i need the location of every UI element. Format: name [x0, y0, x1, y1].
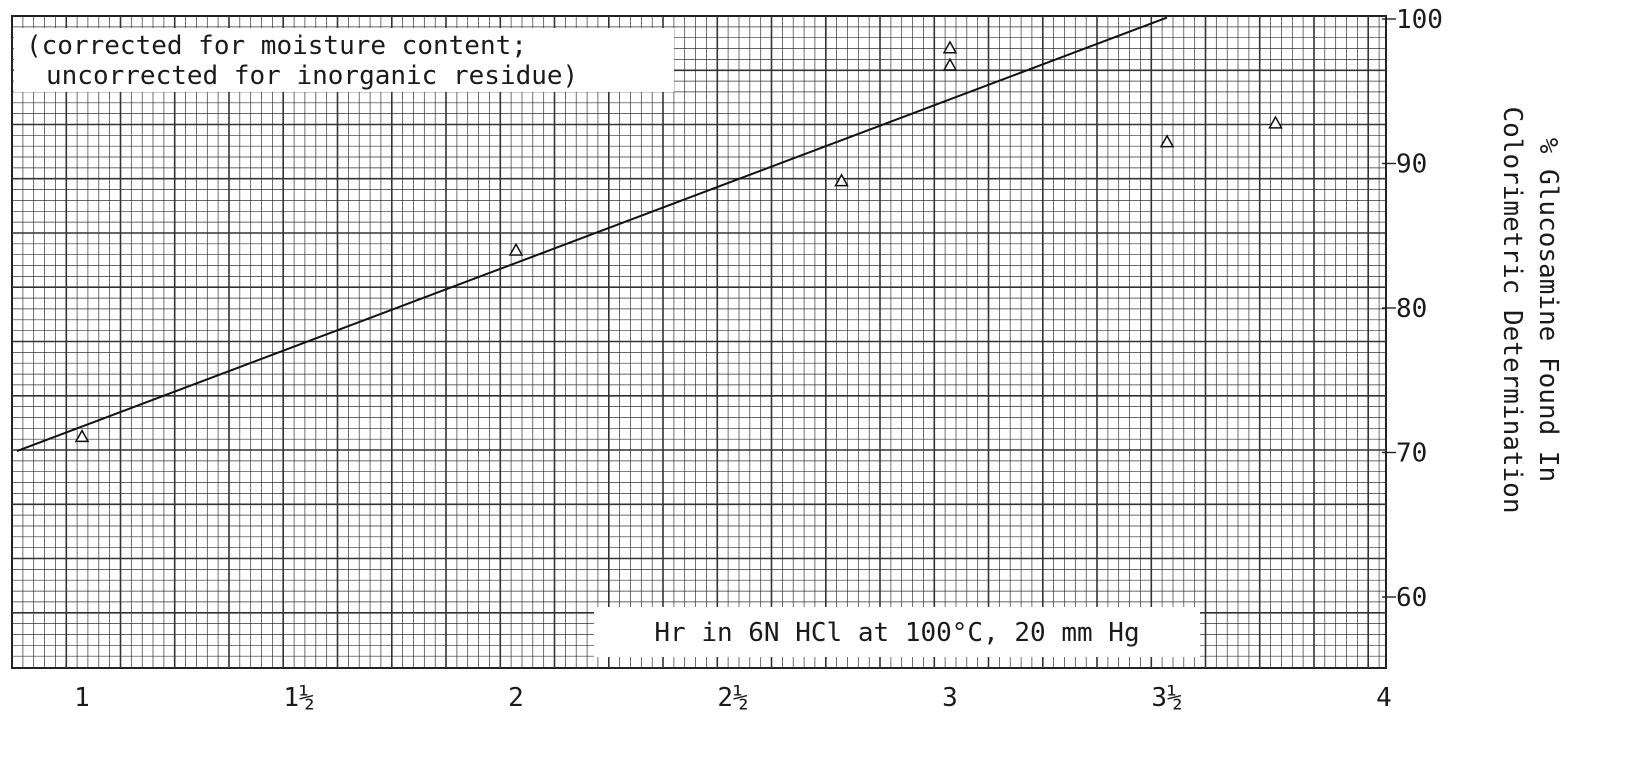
x-tick-label: 2	[508, 683, 524, 713]
annotation-box	[14, 28, 674, 92]
annotation-line-2: uncorrected for inorganic residue)	[46, 61, 578, 91]
x-axis-label: Hr in 6N HCl at 100°C, 20 mm Hg	[654, 618, 1139, 648]
y-axis-label: % Glucosamine Found In Colorimetric Dete…	[1497, 107, 1563, 514]
data-point	[74, 429, 90, 443]
series-lines	[16, 16, 1168, 452]
data-point	[834, 173, 849, 187]
y-tick-label: 100	[1396, 5, 1443, 35]
xlabel-box	[594, 607, 1200, 657]
grid	[11, 15, 1396, 669]
data-point	[1268, 115, 1283, 129]
y-axis-label-line-1: % Glucosamine Found In	[1533, 138, 1563, 482]
y-tick-label: 80	[1396, 294, 1427, 324]
x-tick-label: 4	[1376, 683, 1392, 713]
y-tick-label: 90	[1396, 150, 1427, 180]
x-tick-label: 3	[942, 683, 958, 713]
y-tick-label: 60	[1396, 583, 1427, 613]
tick-labels: 1 1½ 2 2½ 3 3½ 4 60 70 80 90 100	[74, 5, 1443, 713]
y-axis-label-line-2: Colorimetric Determination	[1497, 107, 1527, 514]
series-points	[74, 40, 1283, 443]
y-tick-label: 70	[1396, 439, 1427, 469]
x-tick-label: 1	[74, 683, 90, 713]
series-line	[16, 16, 1168, 452]
x-tick-label: 1½	[283, 683, 314, 713]
data-point	[942, 57, 958, 71]
data-point	[508, 242, 524, 256]
data-point	[942, 40, 958, 54]
x-tick-label: 2½	[717, 683, 748, 713]
annotation-line-1: (corrected for moisture content;	[26, 31, 527, 61]
x-tick-label: 3½	[1151, 683, 1182, 713]
data-point	[1159, 134, 1175, 148]
